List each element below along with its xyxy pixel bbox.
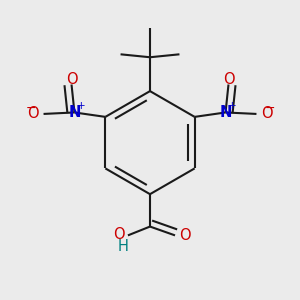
- Text: +: +: [228, 101, 236, 111]
- Text: −: −: [26, 102, 36, 115]
- Text: O: O: [261, 106, 272, 121]
- Text: −: −: [265, 102, 275, 115]
- Text: N: N: [68, 105, 81, 120]
- Text: O: O: [66, 72, 77, 87]
- Text: O: O: [113, 227, 124, 242]
- Text: O: O: [223, 72, 234, 87]
- Text: O: O: [179, 228, 190, 243]
- Text: N: N: [219, 105, 232, 120]
- Text: H: H: [117, 239, 128, 254]
- Text: O: O: [28, 106, 39, 121]
- Text: +: +: [76, 101, 85, 111]
